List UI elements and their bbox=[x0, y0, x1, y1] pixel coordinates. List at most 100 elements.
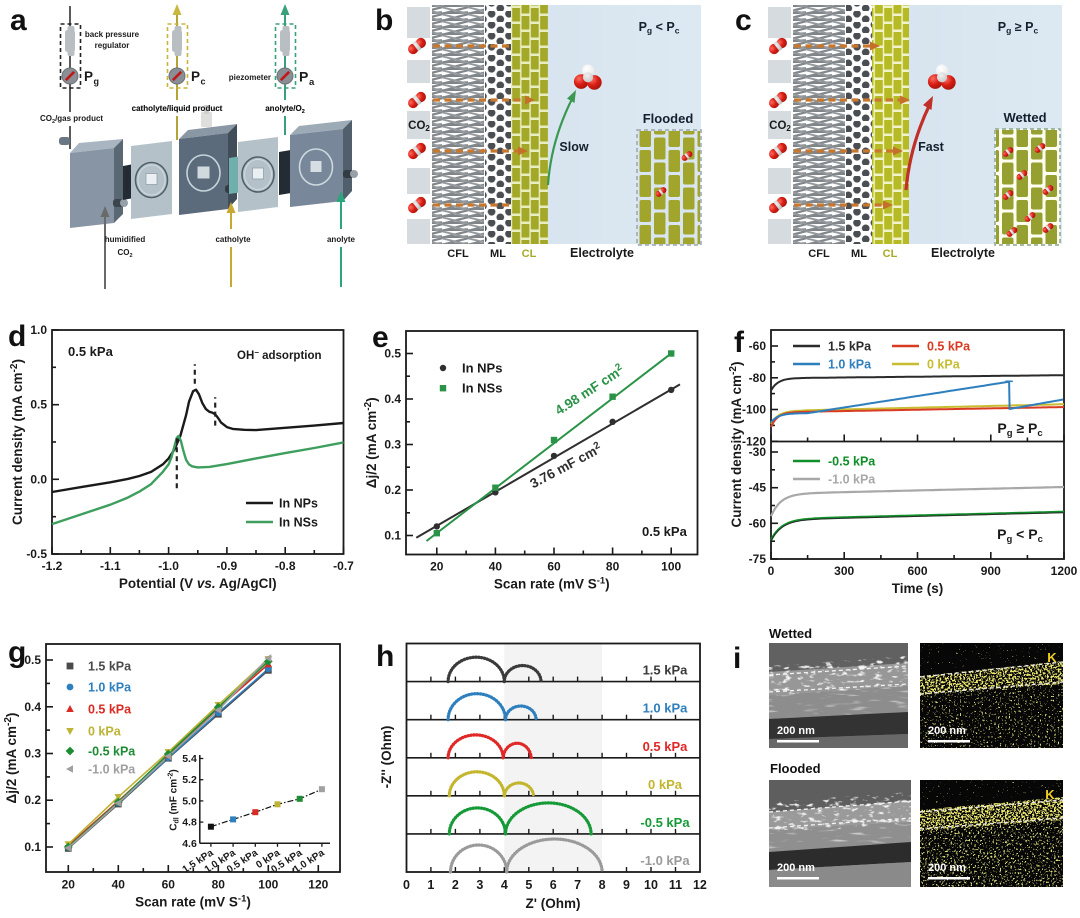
svg-text:K: K bbox=[1047, 650, 1057, 665]
svg-text:-1.0 kPa: -1.0 kPa bbox=[828, 473, 876, 487]
svg-text:Δj/2 (mA cm-2): Δj/2 (mA cm-2) bbox=[3, 713, 19, 804]
svg-text:20: 20 bbox=[62, 878, 76, 892]
svg-text:a: a bbox=[309, 77, 315, 88]
svg-text:-75: -75 bbox=[749, 552, 767, 566]
svg-text:8: 8 bbox=[599, 878, 606, 892]
svg-text:anolyte: anolyte bbox=[327, 235, 356, 244]
svg-text:1: 1 bbox=[427, 878, 434, 892]
svg-text:80: 80 bbox=[212, 878, 226, 892]
svg-text:10: 10 bbox=[644, 878, 658, 892]
svg-text:Flooded: Flooded bbox=[770, 761, 821, 776]
svg-text:CFL: CFL bbox=[808, 248, 830, 260]
svg-text:In NPs: In NPs bbox=[462, 361, 502, 376]
svg-text:Potential (V vs. Ag/AgCl): Potential (V vs. Ag/AgCl) bbox=[119, 576, 277, 591]
svg-text:OH− adsorption: OH− adsorption bbox=[237, 348, 322, 362]
svg-text:5.0: 5.0 bbox=[182, 795, 197, 807]
svg-text:e: e bbox=[372, 321, 389, 354]
svg-text:In NSs: In NSs bbox=[279, 516, 318, 530]
svg-text:-0.5 kPa: -0.5 kPa bbox=[640, 815, 690, 830]
svg-text:2: 2 bbox=[452, 878, 459, 892]
svg-text:Scan rate (mV S-1): Scan rate (mV S-1) bbox=[135, 894, 251, 910]
svg-text:P: P bbox=[84, 69, 93, 84]
svg-text:1.0 kPa: 1.0 kPa bbox=[88, 681, 132, 695]
svg-text:-1.0 kPa: -1.0 kPa bbox=[640, 853, 690, 868]
svg-text:5.2: 5.2 bbox=[182, 774, 197, 786]
svg-text:1.0 kPa: 1.0 kPa bbox=[828, 358, 872, 372]
svg-text:Electrolyte: Electrolyte bbox=[931, 246, 995, 260]
svg-text:Fast: Fast bbox=[918, 140, 945, 154]
svg-text:60: 60 bbox=[547, 560, 561, 574]
svg-text:0.2: 0.2 bbox=[384, 483, 401, 497]
svg-text:regulator: regulator bbox=[95, 41, 130, 50]
svg-text:Wetted: Wetted bbox=[1003, 110, 1046, 125]
svg-text:0.4: 0.4 bbox=[24, 700, 41, 714]
svg-text:b: b bbox=[375, 4, 393, 37]
svg-text:0: 0 bbox=[768, 564, 775, 578]
svg-text:anolyte/O2: anolyte/O2 bbox=[265, 104, 305, 115]
svg-text:ML: ML bbox=[490, 248, 506, 260]
svg-text:-30: -30 bbox=[749, 445, 767, 459]
svg-text:CO2: CO2 bbox=[117, 248, 132, 259]
svg-text:-0.7: -0.7 bbox=[333, 559, 354, 573]
svg-text:-1.0: -1.0 bbox=[158, 559, 179, 573]
svg-text:1.5 kPa: 1.5 kPa bbox=[88, 660, 132, 674]
svg-text:-0.5 kPa: -0.5 kPa bbox=[828, 455, 876, 469]
svg-text:5.4: 5.4 bbox=[182, 753, 197, 765]
svg-text:5: 5 bbox=[525, 878, 532, 892]
svg-text:0.4: 0.4 bbox=[384, 392, 401, 406]
svg-text:1.5 kPa: 1.5 kPa bbox=[643, 663, 689, 678]
svg-text:0.5 kPa: 0.5 kPa bbox=[927, 340, 971, 354]
svg-text:Electrolyte: Electrolyte bbox=[570, 246, 634, 260]
svg-text:ML: ML bbox=[851, 248, 867, 260]
svg-text:Δj/2 (mA cm-2): Δj/2 (mA cm-2) bbox=[363, 397, 379, 488]
svg-text:-1.1: -1.1 bbox=[100, 559, 121, 573]
svg-text:0.5: 0.5 bbox=[30, 398, 47, 412]
svg-text:1.0: 1.0 bbox=[30, 323, 47, 337]
svg-text:Pg < Pc: Pg < Pc bbox=[639, 20, 680, 36]
svg-text:piezometer: piezometer bbox=[229, 73, 271, 82]
svg-text:Time (s): Time (s) bbox=[892, 581, 944, 596]
svg-text:1.0 kPa: 1.0 kPa bbox=[643, 701, 689, 716]
svg-text:Slow: Slow bbox=[559, 140, 588, 154]
svg-text:Z' (Ohm): Z' (Ohm) bbox=[526, 896, 581, 911]
svg-text:12: 12 bbox=[693, 878, 707, 892]
svg-text:120: 120 bbox=[308, 878, 328, 892]
svg-text:0.1: 0.1 bbox=[24, 840, 41, 854]
svg-text:-1.0 kPa: -1.0 kPa bbox=[88, 763, 136, 777]
svg-text:catholyte/liquid product: catholyte/liquid product bbox=[132, 104, 223, 113]
svg-text:100: 100 bbox=[258, 878, 278, 892]
svg-text:0.5 kPa: 0.5 kPa bbox=[88, 703, 132, 717]
svg-text:0.5: 0.5 bbox=[24, 653, 41, 667]
svg-text:P: P bbox=[191, 69, 200, 84]
svg-text:200 nm: 200 nm bbox=[928, 862, 966, 874]
svg-text:-80: -80 bbox=[749, 371, 767, 385]
svg-text:-Z'' (Ohm): -Z'' (Ohm) bbox=[379, 726, 394, 789]
svg-text:a: a bbox=[10, 4, 27, 37]
svg-text:0.3: 0.3 bbox=[24, 747, 41, 761]
svg-text:Scan rate (mV S-1): Scan rate (mV S-1) bbox=[494, 576, 610, 592]
svg-text:f: f bbox=[734, 326, 745, 359]
svg-text:g: g bbox=[8, 636, 26, 669]
svg-text:-1.2: -1.2 bbox=[42, 559, 63, 573]
svg-text:0.1: 0.1 bbox=[384, 529, 401, 543]
svg-text:Current density (mA cm-2): Current density (mA cm-2) bbox=[9, 359, 25, 525]
svg-text:i: i bbox=[733, 642, 741, 675]
svg-text:h: h bbox=[376, 640, 394, 673]
svg-text:600: 600 bbox=[907, 564, 927, 578]
svg-text:1200: 1200 bbox=[1051, 564, 1078, 578]
svg-text:In NPs: In NPs bbox=[279, 497, 318, 511]
svg-text:0.5 kPa: 0.5 kPa bbox=[643, 739, 689, 754]
svg-text:0.5: 0.5 bbox=[384, 347, 401, 361]
svg-text:0.5 kPa: 0.5 kPa bbox=[642, 524, 688, 539]
svg-text:0.2: 0.2 bbox=[24, 793, 41, 807]
svg-text:7: 7 bbox=[574, 878, 581, 892]
svg-text:c: c bbox=[735, 4, 752, 37]
svg-text:0 kPa: 0 kPa bbox=[88, 725, 122, 739]
svg-text:CFL: CFL bbox=[447, 248, 469, 260]
svg-text:11: 11 bbox=[669, 878, 682, 892]
svg-text:1.5 kPa: 1.5 kPa bbox=[828, 340, 872, 354]
svg-text:humidified: humidified bbox=[105, 235, 146, 244]
svg-text:anolyte/O2: anolyte/O2 bbox=[265, 104, 305, 115]
svg-text:d: d bbox=[8, 320, 26, 353]
svg-text:CO2: CO2 bbox=[769, 120, 791, 133]
